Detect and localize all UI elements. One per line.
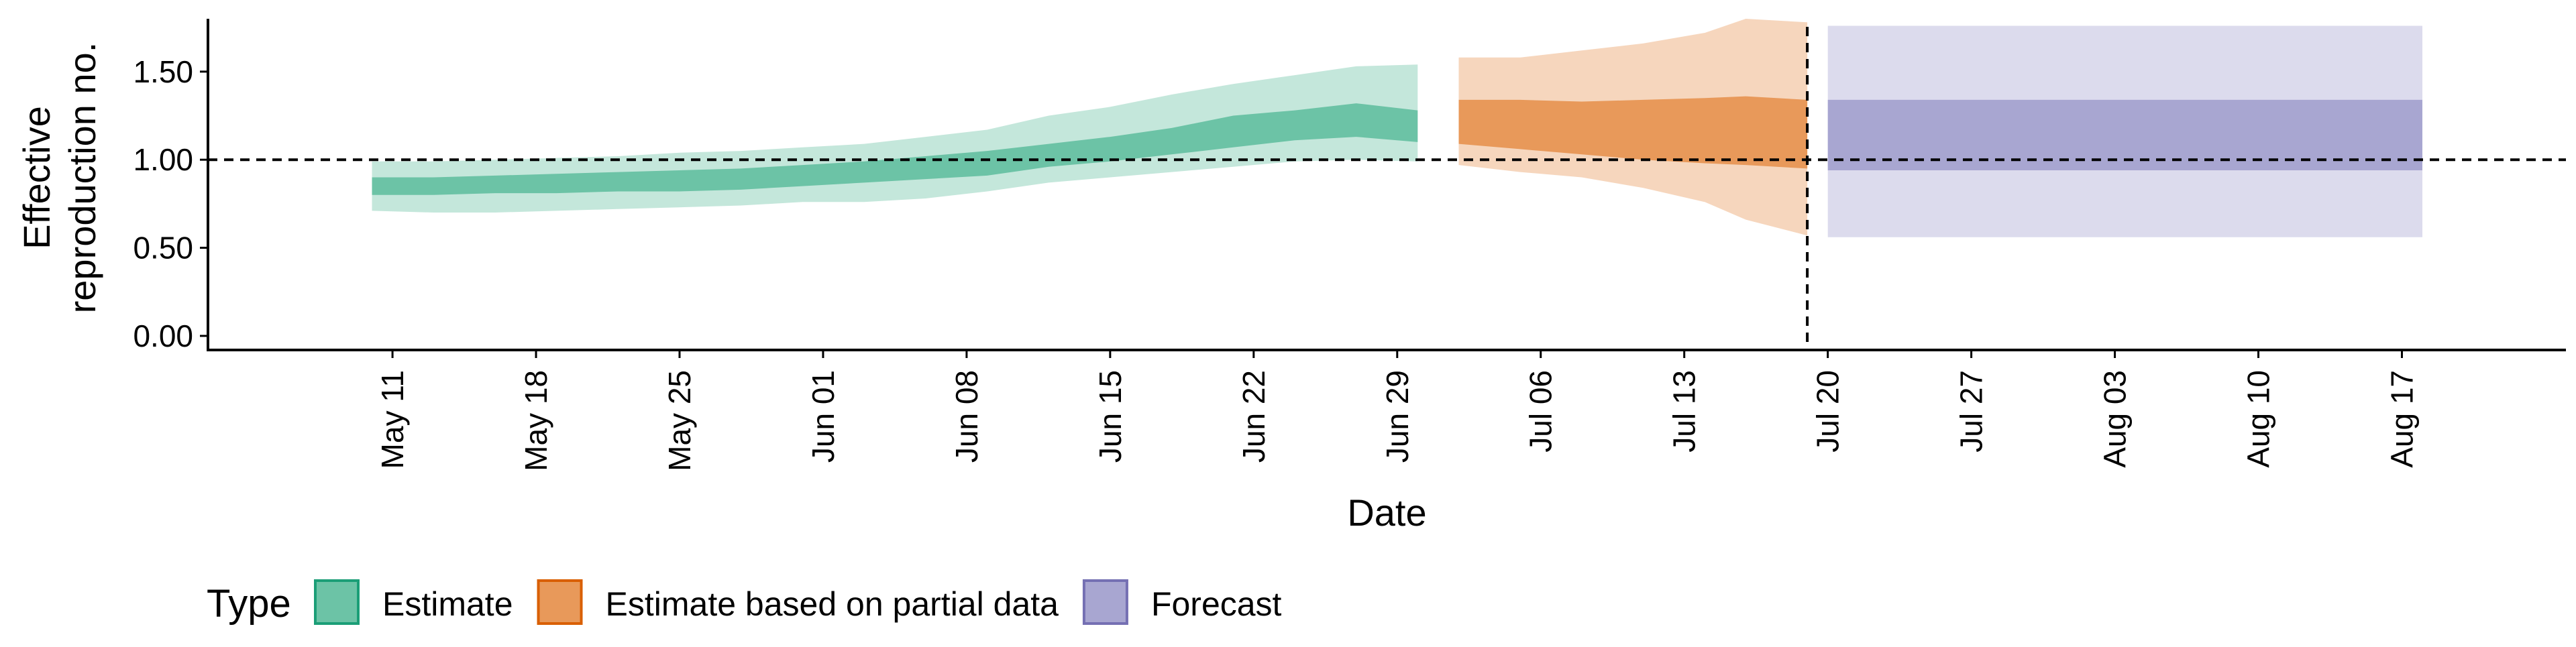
legend-title: Type bbox=[207, 582, 291, 626]
x-tick-label: Jun 29 bbox=[1380, 370, 1415, 463]
y-tick-label: 0.50 bbox=[133, 231, 193, 266]
x-tick-label: Jun 22 bbox=[1236, 370, 1271, 463]
x-tick-label: May 11 bbox=[375, 370, 410, 469]
legend-swatch-0 bbox=[314, 579, 360, 625]
x-tick-label: Jul 27 bbox=[1954, 370, 1989, 453]
ribbon-50-forecast bbox=[1827, 99, 2422, 170]
y-axis-title-line-2: reproduction no. bbox=[61, 42, 103, 314]
legend: Type Estimate Estimate based on partial da… bbox=[207, 579, 1282, 626]
ribbon-50-estimate-based-on-partial-data bbox=[1458, 96, 1808, 169]
legend-label-2: Forecast bbox=[1151, 585, 1282, 623]
legend-swatch-2 bbox=[1082, 579, 1128, 625]
x-tick-label: Jul 06 bbox=[1523, 370, 1558, 453]
x-tick-label: May 18 bbox=[519, 370, 553, 471]
x-tick-label: May 25 bbox=[662, 370, 697, 471]
x-tick-label: Jul 20 bbox=[1811, 370, 1845, 453]
x-tick-label: Jun 01 bbox=[806, 370, 841, 463]
x-tick-label: Jun 15 bbox=[1093, 370, 1128, 463]
axes-layer: 0.00 0.50 1.00 1.50 May 11 May 18 May 25 Jun 01… bbox=[15, 19, 2566, 534]
x-axis-title: Date bbox=[1347, 491, 1426, 534]
bands-layer bbox=[372, 19, 2422, 237]
ribbon-50-estimate bbox=[372, 103, 1418, 195]
x-tick-label: Jul 13 bbox=[1667, 370, 1702, 453]
x-tick-label: Aug 03 bbox=[2098, 370, 2133, 468]
y-tick-label: 1.50 bbox=[133, 54, 193, 89]
y-axis-title-line-1: Effective bbox=[15, 106, 58, 249]
legend-swatch-1 bbox=[537, 579, 583, 625]
y-tick-label: 1.00 bbox=[133, 142, 193, 177]
x-tick-label: Aug 10 bbox=[2241, 370, 2276, 468]
x-tick-label: Aug 17 bbox=[2384, 370, 2419, 468]
y-tick-label: 0.00 bbox=[133, 318, 193, 353]
legend-label-0: Estimate bbox=[382, 585, 513, 623]
reference-lines-layer bbox=[208, 27, 2566, 350]
x-tick-label: Jun 08 bbox=[949, 370, 984, 463]
legend-label-1: Estimate based on partial data bbox=[606, 585, 1059, 623]
